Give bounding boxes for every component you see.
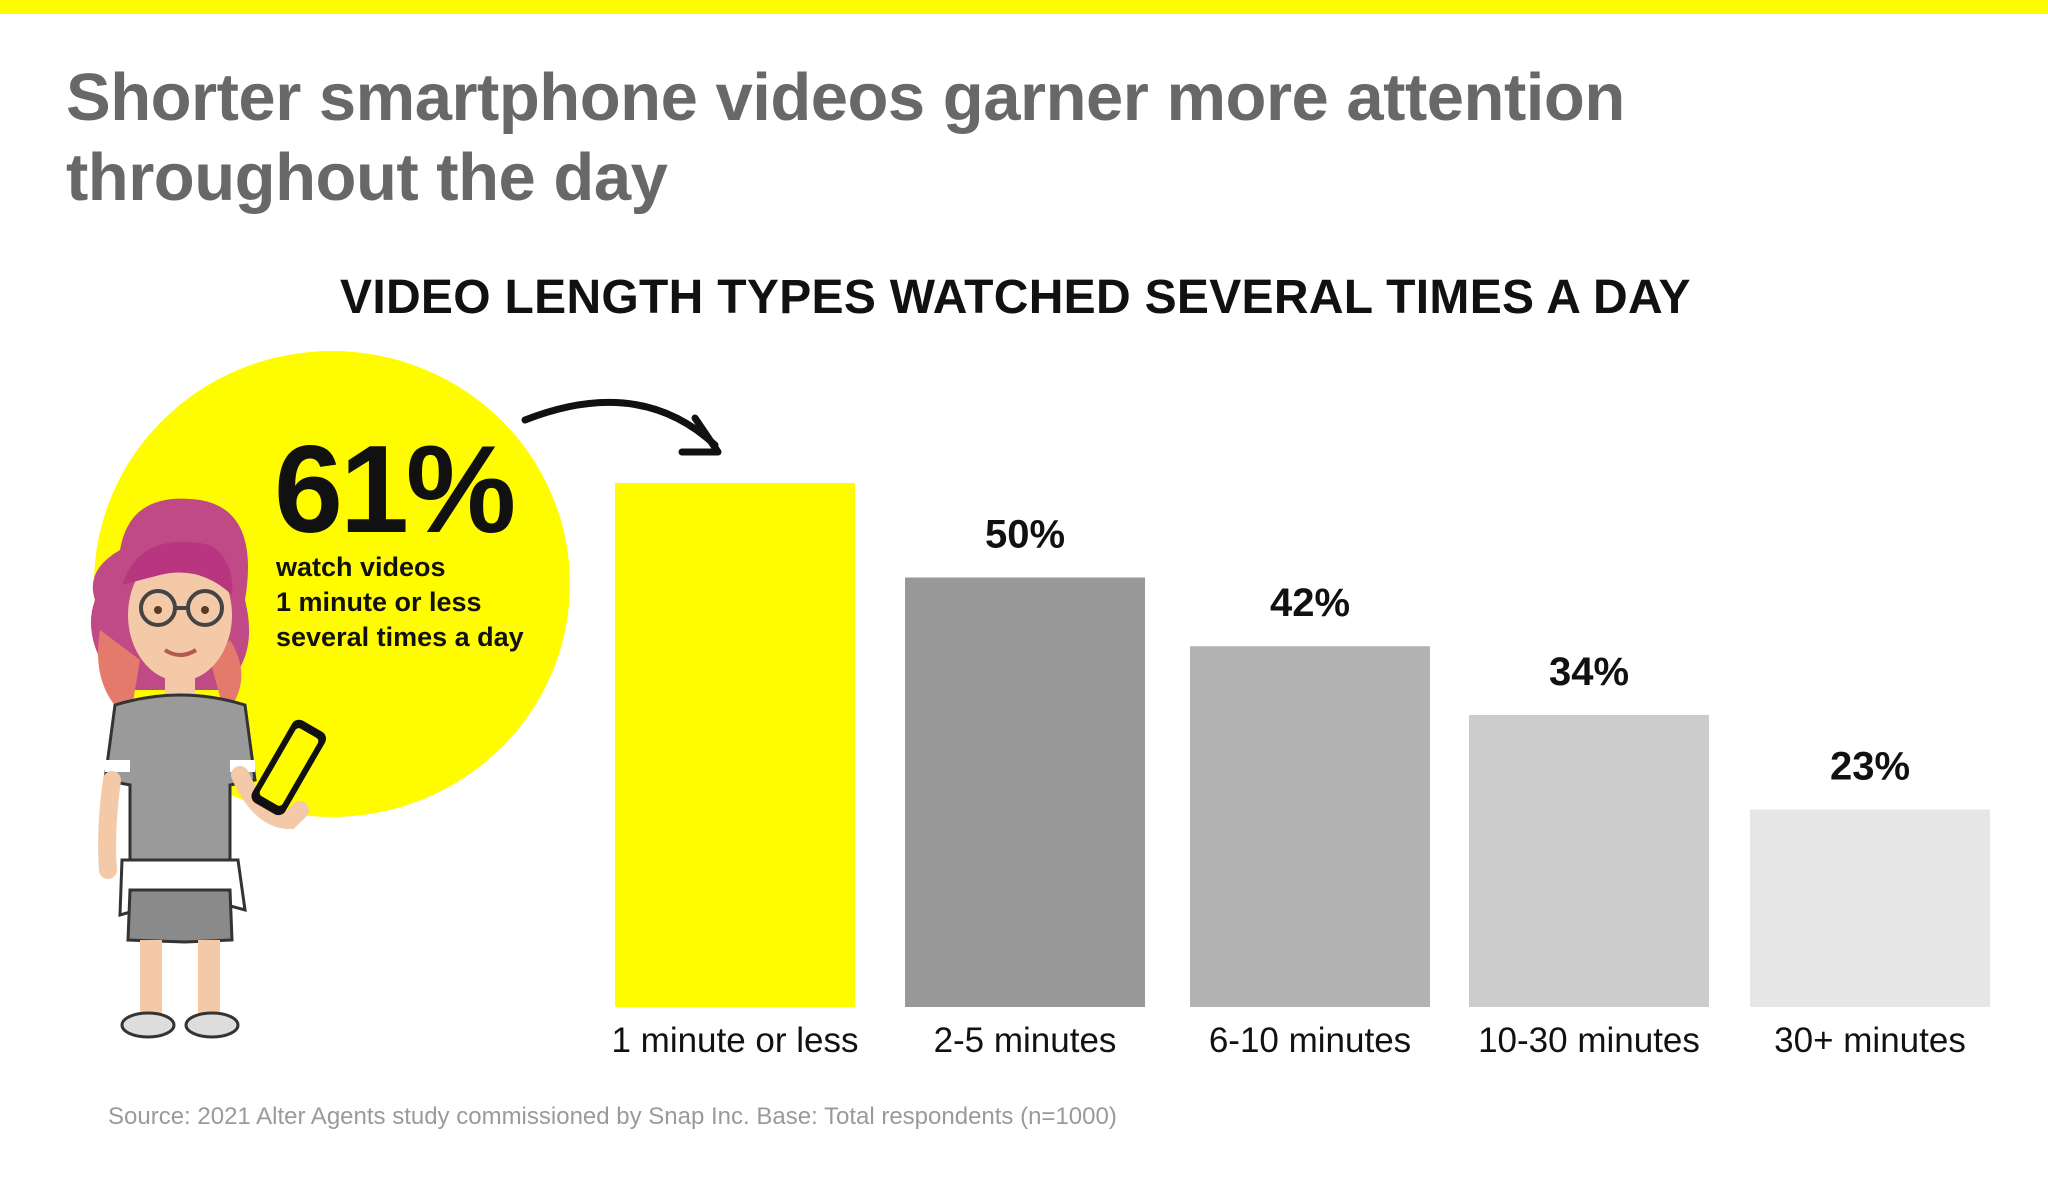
- chart-title: VIDEO LENGTH TYPES WATCHED SEVERAL TIMES…: [340, 271, 1691, 324]
- bar-value-label: 42%: [1270, 581, 1350, 625]
- page-headline: Shorter smartphone videos garner more at…: [66, 60, 1625, 215]
- bar-3: [1190, 646, 1430, 1007]
- bar-value-label: 50%: [985, 512, 1065, 556]
- category-label: 30+ minutes: [1774, 1021, 1966, 1060]
- avatar-illustration: [90, 498, 327, 1039]
- callout-line: watch videos: [276, 552, 446, 582]
- bar-value-label: 23%: [1830, 744, 1910, 788]
- bar-2: [905, 577, 1145, 1007]
- callout-line: several times a day: [276, 622, 524, 652]
- bar-1: [615, 483, 855, 1007]
- pointer-arrow: [521, 398, 722, 456]
- category-label: 2-5 minutes: [934, 1021, 1117, 1060]
- source-note: Source: 2021 Alter Agents study commissi…: [108, 1103, 1117, 1130]
- bar-value-label: 34%: [1549, 650, 1629, 694]
- callout-line: 1 minute or less: [276, 587, 482, 617]
- bar-4: [1469, 714, 1709, 1007]
- category-label: 1 minute or less: [611, 1021, 858, 1060]
- bar-5: [1750, 809, 1990, 1007]
- bars-group: 1 minute or less 50% 2-5 minutes 42% 6-10 mi…: [611, 483, 1990, 1060]
- category-label: 6-10 minutes: [1209, 1021, 1411, 1060]
- callout-percentage: 61%: [274, 421, 516, 559]
- callout-description: watch videos 1 minute or less several ti…: [276, 550, 576, 655]
- top-accent-stripe: [0, 0, 2048, 14]
- category-label: 10-30 minutes: [1478, 1021, 1700, 1060]
